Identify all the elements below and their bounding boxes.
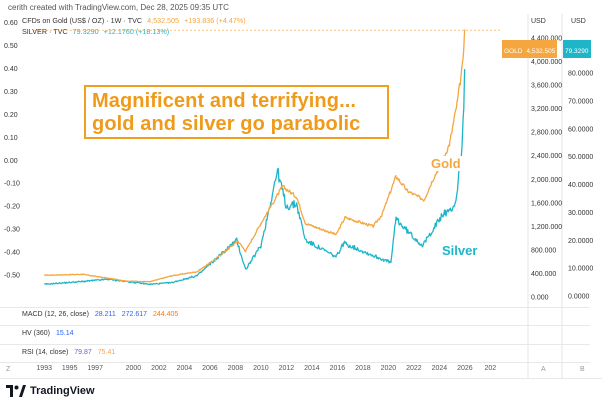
rsi-value-2: 75.41 [97, 349, 116, 356]
timezone-icon[interactable]: Z [6, 366, 11, 373]
gold-axis-tick-label: 2,800.000 [531, 130, 562, 137]
left-axis-tick-label: 0.60 [4, 20, 18, 27]
gold-symbol-name: CFDs on Gold (US$ / OZ) · 1W · TVC [22, 16, 143, 25]
headline-line-1: Magnificent and terrifying... [92, 90, 357, 112]
left-axis-tick-label: 0.00 [4, 158, 18, 165]
silver-legend-row[interactable]: SILVER · TVC 79.3290 +12.1760 (+18.13%) [22, 27, 172, 36]
left-axis-tick-label: -0.10 [4, 181, 20, 188]
x-axis-tick-label: 2018 [355, 365, 371, 372]
tradingview-brand[interactable]: TradingView [6, 385, 95, 397]
x-axis-tick-label: 2000 [126, 365, 142, 372]
gold-axis-tick-label: 4,400.000 [531, 36, 562, 43]
silver-axis-tick-label: 80.0000 [568, 71, 593, 78]
left-axis-tick-label: -0.30 [4, 227, 20, 234]
x-axis-tick-label: 2002 [151, 365, 167, 372]
x-axis-tick-label: 2004 [177, 365, 193, 372]
silver-axis-tick-label: 0.0000 [568, 294, 590, 301]
rsi-label: RSI (14, close) [22, 349, 69, 356]
silver-axis-tick-label: 50.0000 [568, 154, 593, 161]
footer-separator [0, 378, 602, 379]
left-axis-tick-label: 0.50 [4, 43, 18, 50]
x-axis-tick-label: 2024 [432, 365, 448, 372]
silver-price-tag: 79.3290 [563, 40, 591, 58]
rsi-legend[interactable]: RSI (14, close) 79.87 75.41 [22, 349, 119, 356]
gold-axis-tick-label: 1,600.000 [531, 200, 562, 207]
gold-axis-tick-label: 4,000.000 [531, 59, 562, 66]
left-axis-tick-label: -0.20 [4, 204, 20, 211]
silver-change: +12.1760 (+18.13%) [103, 27, 170, 36]
gold-axis-tick-label: 400.000 [531, 271, 556, 278]
gold-price-tag-name: GOLD [504, 48, 523, 55]
x-axis-tick-label: 1997 [87, 365, 103, 372]
pane-separator [0, 362, 590, 363]
x-axis-tick-label: 2010 [253, 365, 269, 372]
x-axis-tick-label: 2022 [406, 365, 422, 372]
x-axis-tick-label: 2020 [381, 365, 397, 372]
macd-value-1: 28.211 [94, 311, 116, 318]
x-axis-tick-label: 1993 [36, 365, 52, 372]
gold-series-line [44, 29, 466, 283]
gold-change: +193.836 (+4.47%) [184, 16, 246, 25]
gold-axis-tick-label: 3,200.000 [531, 106, 562, 113]
log-scale-icon[interactable]: B [580, 366, 585, 373]
macd-label: MACD (12, 26, close) [22, 311, 89, 318]
x-axis-tick-label: 2014 [304, 365, 320, 372]
macd-legend[interactable]: MACD (12, 26, close) 28.211 272.617 244.… [22, 311, 182, 318]
silver-series-line [44, 69, 466, 286]
left-axis-tick-label: 0.20 [4, 112, 18, 119]
silver-axis-tick-label: 60.0000 [568, 126, 593, 133]
gold-axis-tick-label: 2,400.000 [531, 153, 562, 160]
gold-axis-tick-label: 2,000.000 [531, 177, 562, 184]
hv-label: HV (360) [22, 330, 51, 337]
gold-axis-tick-label: 1,200.000 [531, 224, 562, 231]
hv-value: 15.14 [55, 330, 74, 337]
macd-value-2: 272.617 [121, 311, 148, 318]
silver-price-tag-value: 79.3290 [565, 48, 589, 55]
x-axis-tick-label: 1995 [62, 365, 78, 372]
silver-symbol-name: SILVER · TVC [22, 27, 68, 36]
pane-separator [0, 307, 590, 308]
gold-axis-tick-label: 3,600.000 [531, 83, 562, 90]
gold-axis-tick-label: 0.000 [531, 295, 549, 302]
x-axis-tick-label: 2016 [330, 365, 346, 372]
macd-value-3: 244.405 [152, 311, 179, 318]
gold-axis-currency: USD [531, 18, 546, 25]
headline-line-2: gold and silver go parabolic [92, 113, 361, 135]
x-axis-tick-label: 2026 [457, 365, 473, 372]
left-axis-tick-label: 0.30 [4, 89, 18, 96]
x-axis-tick-label: 2008 [228, 365, 244, 372]
gold-price-tag: GOLD 4,532.505 [502, 40, 558, 58]
left-axis-tick-label: 0.10 [4, 135, 18, 142]
silver-axis-tick-label: 30.0000 [568, 210, 593, 217]
gold-axis-tick-label: 800.000 [531, 247, 556, 254]
left-axis-tick-label: -0.40 [4, 250, 20, 257]
gold-legend-row[interactable]: CFDs on Gold (US$ / OZ) · 1W · TVC 4,532… [22, 16, 249, 25]
auto-scale-icon[interactable]: A [541, 366, 546, 373]
x-axis-tick-label: 202 [485, 365, 497, 372]
left-axis-tick-label: 0.40 [4, 66, 18, 73]
left-axis-tick-label: -0.50 [4, 273, 20, 280]
silver-series-label: Silver [440, 243, 480, 258]
pane-separator [0, 344, 590, 345]
rsi-value-1: 79.87 [74, 349, 92, 356]
gold-series-label: Gold [429, 156, 463, 171]
headline-box: Magnificent and terrifying... gold and s… [84, 85, 389, 139]
silver-axis-tick-label: 70.0000 [568, 98, 593, 105]
silver-axis-currency: USD [571, 18, 586, 25]
tradingview-logo-icon [6, 385, 26, 397]
gold-price: 4,532.505 [147, 16, 180, 25]
silver-axis-tick-label: 40.0000 [568, 182, 593, 189]
silver-axis-tick-label: 20.0000 [568, 238, 593, 245]
silver-price: 79.3290 [72, 27, 99, 36]
hv-legend[interactable]: HV (360) 15.14 [22, 330, 78, 337]
x-axis-tick-label: 2012 [279, 365, 295, 372]
attribution: cerith created with TradingView.com, Dec… [8, 3, 229, 12]
gold-price-tag-value: 4,532.505 [526, 48, 556, 55]
pane-separator [0, 325, 590, 326]
brand-name: TradingView [30, 385, 95, 397]
x-axis-tick-label: 2006 [202, 365, 218, 372]
silver-axis-tick-label: 10.0000 [568, 266, 593, 273]
